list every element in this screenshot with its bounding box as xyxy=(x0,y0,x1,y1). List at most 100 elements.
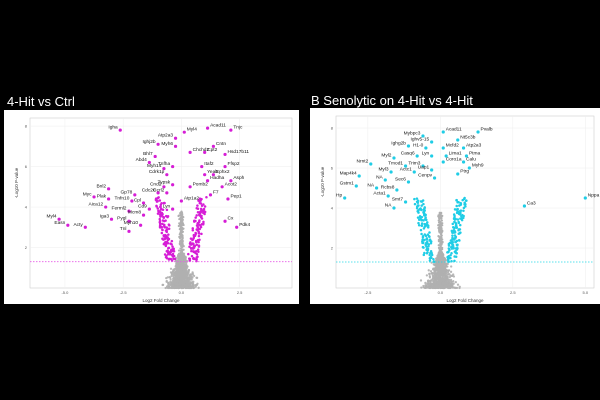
plot-a-ns-point xyxy=(176,271,179,274)
plot-b-gene-label: Ighg2b xyxy=(391,141,406,147)
plot-b-ns-point xyxy=(437,214,440,218)
plot-b-sig-point xyxy=(455,224,458,228)
plot-b-sig-point xyxy=(448,241,452,245)
plot-a-ns-point xyxy=(182,270,185,273)
plot-a-sig-point xyxy=(166,237,169,240)
plot-b-sig-point xyxy=(451,234,454,237)
plot-b-ns-point xyxy=(420,286,423,289)
plot-b-sig-point xyxy=(423,207,426,211)
plot-b-sig-point xyxy=(420,224,423,227)
plot-a-ns-point xyxy=(181,258,184,262)
plot-a-x-tick-label: 2.5 xyxy=(237,290,243,295)
plot-a-gene-point xyxy=(205,126,210,130)
plot-a-sig-point xyxy=(199,202,203,205)
plot-a-sig-point xyxy=(189,237,193,240)
plot-b-ns-point xyxy=(427,282,430,285)
plot-a-gene-label: Acad11 xyxy=(210,123,226,129)
plot-a-ns-point xyxy=(173,277,176,280)
plot-a-ns-point xyxy=(180,255,183,258)
plot-a-gene-point xyxy=(205,179,210,183)
plot-b-ns-point xyxy=(429,284,432,287)
plot-b-sig-point xyxy=(413,202,417,206)
plot-a-sig-point xyxy=(160,211,164,215)
plot-b-ns-point xyxy=(447,269,451,272)
plot-a-sig-point xyxy=(158,217,162,221)
plot-a-sig-point xyxy=(195,243,199,246)
plot-b-ns-point xyxy=(437,264,441,268)
plot-a-ns-point xyxy=(180,263,183,267)
plot-a-gene-point xyxy=(153,154,157,159)
plot-a-ns-point xyxy=(182,248,185,251)
plot-b-gene-point xyxy=(476,130,480,134)
plot-a-ns-point xyxy=(197,286,200,289)
plot-a-sig-point xyxy=(189,242,193,246)
plot-a-gene-point xyxy=(109,217,114,221)
plot-a-ns-point xyxy=(178,282,181,285)
plot-b-ns-point xyxy=(430,286,433,289)
plot-a-gene-point xyxy=(147,207,151,211)
plot-a-sig-point xyxy=(155,204,158,208)
plot-a-ns-point xyxy=(177,224,180,228)
plot-a-gene-point xyxy=(118,128,122,132)
plot-a-ns-point xyxy=(177,214,180,218)
plot-b-ns-point xyxy=(450,265,453,268)
plot-b-y-tick-label: 2 xyxy=(331,246,334,251)
plot-b-ns-point xyxy=(442,257,445,261)
plot-a-sig-point xyxy=(196,204,199,207)
plot-a-gene-point xyxy=(188,185,192,189)
plot-b-sig-point xyxy=(457,212,461,216)
plot-a-gene-point xyxy=(104,205,108,209)
plot-b-ns-point xyxy=(440,286,443,289)
plot-b-ns-point xyxy=(439,262,442,266)
plot-b-sig-point xyxy=(447,259,450,262)
plot-b-gene-label: Lyn xyxy=(422,151,430,157)
plot-b-sig-point xyxy=(458,239,461,242)
plot-b-y-tick-label: 8 xyxy=(331,126,334,131)
plot-b-gene-point xyxy=(421,134,425,138)
plot-b-ns-point xyxy=(438,284,441,287)
plot-a-ns-point xyxy=(178,266,182,270)
plot-a-gene-label: Igha xyxy=(108,125,118,131)
plot-a-gene-label: Atp2a3 xyxy=(158,133,174,139)
plot-a-sig-point xyxy=(163,225,166,229)
plot-b-gene-label: Map4k4 xyxy=(340,171,357,177)
plot-b-sig-point xyxy=(427,245,430,248)
plot-b-gene-point xyxy=(383,178,387,182)
plot-a-sig-point xyxy=(155,200,159,203)
plot-b-ns-point xyxy=(419,279,423,282)
plot-b-gene-point xyxy=(354,184,358,188)
plot-b-ns-point xyxy=(450,285,454,289)
plot-b-sig-point xyxy=(428,259,432,262)
plot-b-ns-point xyxy=(430,272,433,275)
plot-a-gene-label: Pomb2 xyxy=(193,181,209,187)
panel-a-title: 4-Hit vs Ctrl xyxy=(7,94,75,109)
plot-b-ns-point xyxy=(443,283,446,286)
plot-a-gene-label: Tnl xyxy=(120,226,127,232)
plot-b-ns-point xyxy=(427,286,431,290)
plot-b-sig-point xyxy=(416,209,419,213)
plot-b-ns-point xyxy=(435,266,439,270)
plot-a-gene-label: Ffsp2 xyxy=(228,161,240,167)
plot-b-sig-point xyxy=(451,222,455,226)
plot-a-ns-point xyxy=(179,232,182,235)
plot-b-gene-label: Mcfd2 xyxy=(446,143,459,149)
plot-a-ns-point xyxy=(180,272,183,276)
plot-b-gene-point xyxy=(467,166,471,170)
plot-a-gene-point xyxy=(127,219,131,223)
plot-a-ns-point xyxy=(191,283,195,287)
plot-a-gene-point xyxy=(171,207,175,211)
plot-b-gene-label: Myl3 xyxy=(378,167,388,173)
plot-a-gene-label: Itaf2 xyxy=(204,161,214,167)
plot-a-ns-point xyxy=(192,280,195,283)
plot-b-ns-point xyxy=(434,286,438,289)
plot-a-sig-point xyxy=(164,234,167,238)
plot-a-sig-point xyxy=(200,217,204,220)
plot-a-gene-label: Cd9 xyxy=(138,204,147,210)
plot-a-gene-label: Myh14 xyxy=(147,163,162,169)
plot-a-sig-point xyxy=(196,238,200,242)
plot-a-gene-point xyxy=(162,185,166,189)
plot-b-sig-point xyxy=(421,241,424,244)
plot-a-ns-point xyxy=(182,279,185,282)
plot-b-sig-point xyxy=(422,202,425,206)
plot-b-ns-point xyxy=(452,280,455,283)
